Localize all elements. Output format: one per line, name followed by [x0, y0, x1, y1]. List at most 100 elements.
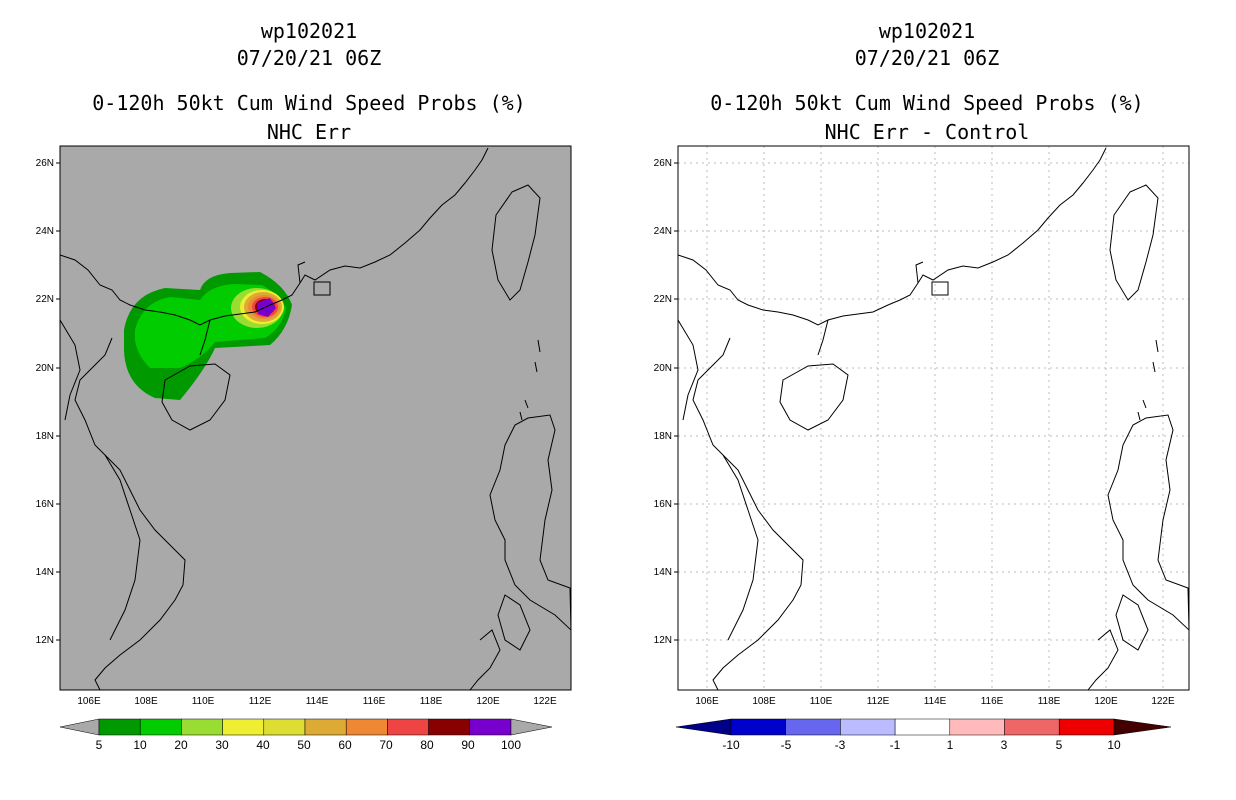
right-lon-label-118: 118E: [1038, 696, 1061, 707]
right-lon-label-122: 122E: [1151, 696, 1175, 707]
left-storm-id: wp102021: [260, 19, 358, 43]
right-lon-label-110: 110E: [810, 696, 833, 707]
right-cbar-label-neg3: -3: [835, 738, 846, 752]
cambodia-border: [104, 454, 141, 641]
left-colorbar-box-4: [263, 718, 306, 736]
right-cbar-label-neg5: -5: [781, 738, 792, 752]
left-colorbar-box-9: [469, 718, 512, 736]
left-cbar-label-50: 50: [297, 738, 311, 752]
right-colorbar: -10 -5 -3 -1 1 3 5 10: [675, 718, 1172, 752]
right-china-coastline: [678, 147, 1107, 326]
right-panel: wp102021 07/20/21 06Z 0-120h 50kt Cum Wi…: [618, 0, 1236, 800]
right-lat-label-16: 16N: [654, 499, 672, 510]
left-lat-label-18: 18N: [36, 431, 54, 442]
left-map-svg: 26N 24N 22N 20N 18N 16N 14N 12N 106E 108…: [36, 145, 572, 752]
right-lat-label-24: 24N: [654, 226, 672, 237]
left-colorbar-low-arrow: [59, 718, 100, 736]
right-storm-id: wp102021: [878, 19, 976, 43]
left-cbar-label-70: 70: [379, 738, 393, 752]
left-lat-label-26: 26N: [36, 158, 54, 169]
left-colorbar-box-1: [139, 718, 182, 736]
left-colorbar-box-3: [222, 718, 265, 736]
hainan-island: [161, 363, 231, 431]
left-cbar-label-90: 90: [461, 738, 475, 752]
mindoro-island: [497, 594, 531, 651]
left-colorbar: 5 10 20 30 40 50 60 70 80 90 100: [59, 718, 553, 752]
right-lat-label-14: 14N: [654, 567, 672, 578]
left-map-background: [60, 146, 571, 690]
right-colorbar-high-arrow: [1113, 718, 1172, 736]
right-lon-label-116: 116E: [981, 696, 1004, 707]
leizhou-peninsula: [199, 319, 211, 356]
left-lon-label-108: 108E: [134, 696, 158, 707]
left-lat-label-22: 22N: [36, 294, 54, 305]
left-lat-label-14: 14N: [36, 567, 54, 578]
right-map-svg: 26N 24N 22N 20N 18N 16N 14N 12N 106E 108…: [654, 145, 1190, 752]
right-vietnam-coastline: [692, 337, 804, 690]
left-lat-label-12: 12N: [36, 635, 54, 646]
vietnam-coastline: [74, 337, 186, 690]
right-leizhou-peninsula: [817, 319, 829, 356]
left-colorbar-box-2: [181, 718, 223, 736]
left-subtitle: NHC Err: [266, 120, 352, 144]
right-cbar-label-1: 1: [947, 738, 954, 752]
left-lat-label-20: 20N: [36, 363, 54, 374]
right-lat-label-22: 22N: [654, 294, 672, 305]
left-cbar-label-20: 20: [174, 738, 188, 752]
right-lat-axis: 26N 24N 22N 20N 18N 16N 14N 12N: [654, 158, 678, 646]
left-datetime: 07/20/21 06Z: [236, 46, 382, 70]
right-palawan-island: [1087, 629, 1119, 690]
laos-border: [60, 319, 81, 421]
right-graticule: [678, 146, 1189, 690]
right-lat-label-12: 12N: [654, 635, 672, 646]
right-lon-axis: 106E 108E 110E 112E 114E 116E 118E 120E …: [695, 696, 1175, 707]
left-colorbar-box-8: [428, 718, 471, 736]
right-luzon-island: [1107, 414, 1189, 631]
right-pearl-river-coast: [915, 261, 924, 284]
china-coastline: [60, 147, 489, 326]
right-colorbar-low-arrow: [675, 718, 732, 736]
right-lat-label-20: 20N: [654, 363, 672, 374]
right-colorbar-box-6: [1058, 718, 1115, 736]
right-lat-label-18: 18N: [654, 431, 672, 442]
right-laos-border: [678, 319, 699, 421]
right-product-title: 0-120h 50kt Cum Wind Speed Probs (%): [710, 91, 1144, 115]
right-hainan-island: [779, 363, 849, 431]
prob-band-90: [257, 298, 276, 317]
right-colorbar-boxes: [730, 718, 1115, 736]
right-colorbar-box-3: [894, 718, 951, 736]
left-lat-axis: 26N 24N 22N 20N 18N 16N 14N 12N: [36, 158, 60, 646]
left-lon-label-106: 106E: [77, 696, 101, 707]
right-coastlines: [678, 147, 1189, 690]
left-lon-label-112: 112E: [249, 696, 272, 707]
right-cbar-label-3: 3: [1001, 738, 1008, 752]
hong-kong-box: [313, 281, 331, 296]
right-taiwan-island: [1109, 184, 1159, 301]
right-lon-label-114: 114E: [924, 696, 947, 707]
right-lon-label-108: 108E: [752, 696, 776, 707]
left-cbar-label-60: 60: [338, 738, 352, 752]
left-colorbar-high-arrow: [510, 718, 553, 736]
pearl-river-coast: [297, 261, 306, 284]
left-cbar-label-100: 100: [501, 738, 521, 752]
probability-shading: [124, 272, 292, 400]
small-islands: [519, 339, 541, 421]
left-colorbar-box-6: [345, 718, 388, 736]
left-lon-label-120: 120E: [476, 696, 500, 707]
left-cbar-label-80: 80: [420, 738, 434, 752]
right-colorbar-box-1: [785, 718, 841, 736]
right-cbar-label-neg1: -1: [890, 738, 901, 752]
right-small-islands: [1137, 339, 1159, 421]
left-colorbar-box-0: [98, 718, 141, 736]
right-subtitle: NHC Err - Control: [824, 120, 1030, 144]
right-map-frame: [677, 145, 1190, 691]
right-cbar-label-5: 5: [1056, 738, 1063, 752]
right-map-background: [678, 146, 1189, 690]
right-datetime: 07/20/21 06Z: [854, 46, 1000, 70]
left-cbar-label-40: 40: [256, 738, 270, 752]
left-colorbar-box-5: [304, 718, 347, 736]
right-lon-label-120: 120E: [1094, 696, 1118, 707]
taiwan-island: [491, 184, 541, 301]
left-lon-label-122: 122E: [533, 696, 557, 707]
right-lon-label-106: 106E: [695, 696, 719, 707]
